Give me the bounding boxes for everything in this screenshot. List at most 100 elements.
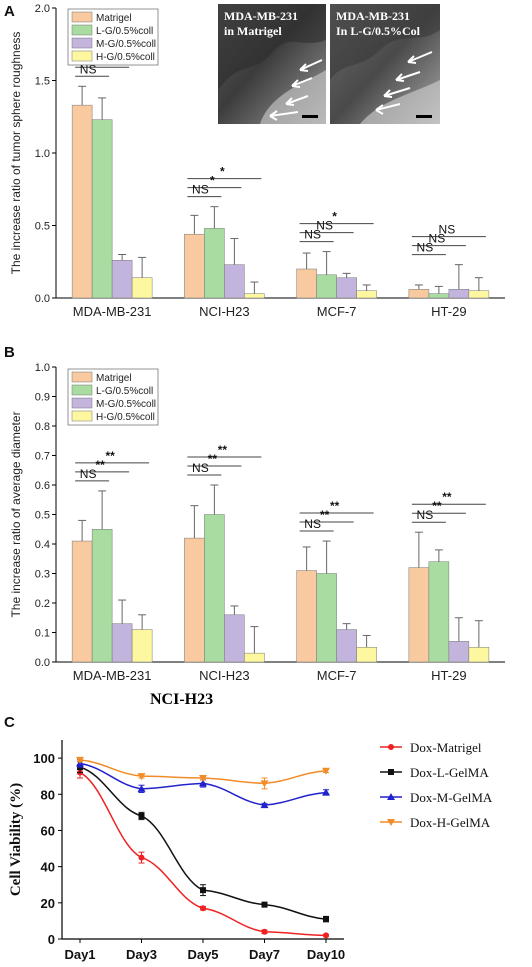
legend-label: L-G/0.5%coll [96, 386, 153, 397]
bar [111, 260, 133, 299]
inset-2-label-line1: MDA-MB-231 [336, 9, 410, 23]
x-category-label: HT-29 [431, 668, 466, 683]
significance-label: * [332, 210, 337, 224]
y-tick-label: 80 [41, 787, 55, 802]
panel-c-legend: Dox-Matrigel Dox-L-GelMA Dox-M-GelMA Dox-H-… [380, 740, 493, 830]
inset-1-arrows [269, 59, 323, 121]
data-point [260, 801, 269, 809]
y-tick-label: 0.0 [35, 657, 50, 669]
inset-2-label-line2: In L-G/0.5%Col [336, 24, 421, 38]
y-axis-title: Cell Viability (%) [8, 783, 24, 896]
data-point [138, 854, 145, 861]
legend-label: L-G/0.5%coll [96, 26, 153, 37]
y-tick-label: 0 [48, 932, 55, 947]
y-tick-label: 0.5 [35, 510, 50, 522]
data-point [137, 773, 146, 781]
significance-label: NS [429, 232, 446, 246]
panel-b: B 0.0 0.1 0.2 0.3 0.4 0.5 0.6 0.7 0.8 0.9 1.0 The i… [4, 344, 505, 708]
data-point [76, 756, 84, 764]
significance-label: * [220, 165, 225, 179]
bar [468, 290, 490, 299]
bar [224, 614, 245, 663]
data-point [387, 793, 395, 800]
panel-c-lines [76, 756, 330, 939]
legend-swatch [71, 37, 93, 49]
significance-label: ** [208, 452, 218, 466]
panel-a-legend: Matrigel L-G/0.5%coll M-G/0.5%coll H-G/0.5%… [67, 8, 159, 66]
y-tick-label: 0.1 [35, 628, 50, 640]
significance-label: NS [80, 62, 97, 76]
data-point [388, 744, 394, 750]
significance-label: NS [316, 219, 333, 233]
bar [408, 567, 430, 663]
data-point [200, 887, 206, 894]
x-tick-label: Day3 [126, 947, 157, 962]
bar [131, 629, 153, 663]
significance-label: NS [417, 508, 434, 522]
inset-micrograph-matrigel: MDA-MB-231 in Matrigel [218, 4, 326, 124]
significance-label: NS [192, 183, 209, 197]
bar [91, 529, 113, 663]
y-tick-label: 0.4 [35, 539, 50, 551]
legend-swatch [71, 371, 93, 383]
bar [316, 274, 337, 299]
y-tick-label: 20 [41, 896, 55, 911]
panel-b-legend: Matrigel L-G/0.5%coll M-G/0.5%coll H-G/0.5%… [67, 368, 159, 426]
bar [336, 277, 357, 299]
legend-label: Matrigel [96, 13, 132, 24]
x-category-label: MCF-7 [317, 304, 357, 319]
legend-swatch [71, 50, 93, 62]
legend-label: H-G/0.5%coll [96, 52, 155, 63]
x-category-label: NCI-H23 [199, 668, 250, 683]
y-tick-label: 0.0 [35, 293, 50, 305]
series-line [79, 771, 327, 937]
y-tick-label: 1.0 [35, 148, 50, 160]
y-tick-label: 0.9 [35, 392, 50, 404]
significance-label: * [210, 174, 215, 188]
legend-label: Dox-L-GelMA [410, 765, 489, 780]
bar [244, 652, 265, 663]
bar [316, 573, 337, 663]
panel-b-bars [71, 484, 490, 663]
x-category-label: NCI-H23 [199, 304, 250, 319]
x-tick-label: Day5 [187, 947, 218, 962]
legend-label: Dox-H-GelMA [410, 815, 491, 830]
significance-label: NS [80, 467, 97, 481]
x-tick-label: Day7 [249, 947, 280, 962]
bar [244, 293, 265, 299]
legend-swatch [71, 397, 93, 409]
panel-b-letter: B [4, 344, 15, 361]
bar [468, 647, 490, 663]
data-point [323, 916, 329, 923]
panel-a: A 0.0 0.5 1.0 1.5 2.0 The increase ratio of t… [4, 3, 505, 319]
legend-label: Matrigel [96, 373, 132, 384]
data-point [199, 774, 207, 782]
legend-swatch [71, 410, 93, 422]
bar [131, 277, 153, 299]
panel-a-axes: 0.0 0.5 1.0 1.5 2.0 The increase ratio of tum… [9, 3, 505, 319]
legend-label: Dox-Matrigel [410, 740, 482, 755]
y-axis-title: The increase ratio of average diameter [9, 411, 23, 617]
bar [184, 233, 205, 299]
bar [356, 647, 377, 663]
y-tick-label: 100 [33, 751, 55, 766]
significance-label: NS [304, 228, 321, 242]
panel-a-bars [71, 85, 490, 299]
bar [448, 289, 470, 299]
y-tick-label: 0.2 [35, 598, 50, 610]
bar [428, 293, 450, 299]
inset-2-arrows [375, 51, 433, 115]
legend-swatch [71, 24, 93, 36]
bar [184, 537, 205, 663]
panel-c: C 0 20 40 60 80 100 Day1 Day3 Day5 Day7 Day10 Cell … [4, 714, 493, 962]
x-category-label: HT-29 [431, 304, 466, 319]
y-tick-label: 0.3 [35, 569, 50, 581]
significance-label: NS [304, 517, 321, 531]
y-tick-label: 60 [41, 823, 55, 838]
significance-label: ** [432, 499, 442, 513]
x-tick-label: Day10 [307, 947, 345, 962]
legend-label: M-G/0.5%coll [96, 399, 156, 410]
x-category-label: MCF-7 [317, 668, 357, 683]
data-point [322, 788, 330, 796]
